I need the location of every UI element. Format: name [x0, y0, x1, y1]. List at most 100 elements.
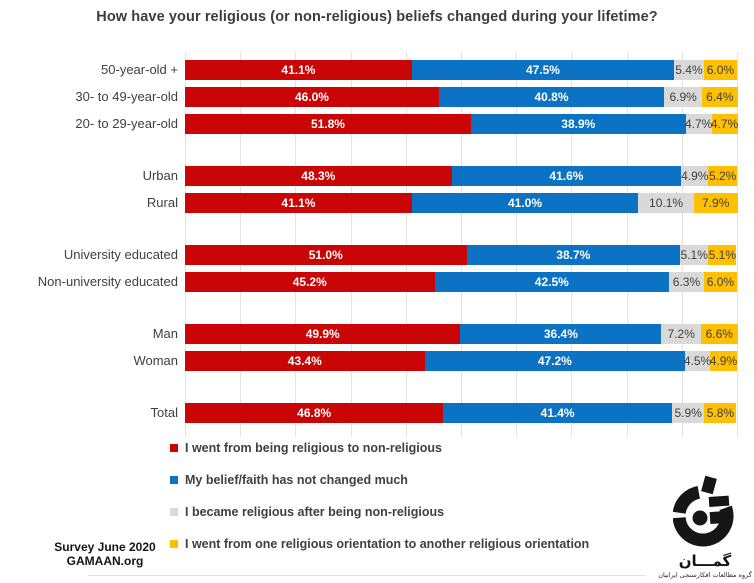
bar-segment: 51.8%	[185, 114, 471, 134]
value-label: 41.0%	[508, 197, 542, 209]
bar-segment: 40.8%	[439, 87, 664, 107]
value-label: 6.0%	[707, 64, 734, 76]
category-label: 30- to 49-year-old	[0, 87, 178, 107]
value-label: 41.6%	[549, 170, 583, 182]
legend-item: I went from being religious to non-relig…	[170, 432, 589, 464]
value-label: 6.4%	[706, 91, 733, 103]
bar-row: 43.4% 47.2% 4.5%4.9%	[185, 351, 737, 371]
legend-label: I went from one religious orientation to…	[185, 537, 589, 551]
value-label: 4.9%	[710, 355, 737, 367]
category-label: 50-year-old +	[0, 60, 178, 80]
bar-row: 45.2% 42.5% 6.3% 6.0%	[185, 272, 737, 292]
value-label: 38.9%	[561, 118, 595, 130]
bar-segment: 6.0%	[704, 272, 737, 292]
category-label: Total	[0, 403, 178, 423]
value-label: 7.9%	[702, 197, 729, 209]
bar-segment: 41.6%	[452, 166, 682, 186]
category-label: 20- to 29-year-old	[0, 114, 178, 134]
value-label: 4.9%	[681, 170, 708, 182]
value-label: 46.8%	[297, 407, 331, 419]
bar-segment: 36.4%	[460, 324, 661, 344]
bar-segment: 7.9%	[694, 193, 738, 213]
category-label: University educated	[0, 245, 178, 265]
value-label: 41.1%	[281, 64, 315, 76]
bar-segment: 4.9%	[710, 351, 737, 371]
value-label: 49.9%	[306, 328, 340, 340]
bar-segment: 45.2%	[185, 272, 435, 292]
value-label: 47.5%	[526, 64, 560, 76]
value-label: 42.5%	[535, 276, 569, 288]
value-label: 4.7%	[685, 118, 712, 130]
value-label: 47.2%	[538, 355, 572, 367]
bar-segment: 41.1%	[185, 193, 412, 213]
bar-segment: 41.4%	[443, 403, 672, 423]
bar-segment: 5.2%	[708, 166, 737, 186]
legend-swatch-icon	[170, 476, 178, 484]
bar-segment: 49.9%	[185, 324, 460, 344]
bar-segment: 4.7%	[712, 114, 738, 134]
bar-segment: 10.1%	[638, 193, 694, 213]
value-label: 4.7%	[711, 118, 738, 130]
bar-segment: 41.0%	[412, 193, 638, 213]
category-label: Urban	[0, 166, 178, 186]
gamaan-logo-icon	[673, 474, 737, 554]
bar-row: 51.0% 38.7% 5.1%5.1%	[185, 245, 736, 265]
survey-chart: How have your religious (or non-religiou…	[0, 0, 754, 583]
chart-title: How have your religious (or non-religiou…	[0, 9, 754, 25]
value-label: 51.0%	[309, 249, 343, 261]
bar-segment: 48.3%	[185, 166, 452, 186]
value-label: 48.3%	[301, 170, 335, 182]
value-label: 7.2%	[668, 328, 695, 340]
bar-segment: 41.1%	[185, 60, 412, 80]
value-label: 6.9%	[669, 91, 696, 103]
bar-row: 48.3% 41.6% 4.9%5.2%	[185, 166, 737, 186]
category-label: Man	[0, 324, 178, 344]
value-label: 46.0%	[295, 91, 329, 103]
bar-segment: 7.2%	[661, 324, 701, 344]
category-label: Non-university educated	[0, 272, 178, 292]
source-note: Survey June 2020 GAMAAN.org	[25, 541, 185, 569]
value-label: 5.9%	[674, 407, 701, 419]
bar-row: 41.1% 41.0% 10.1% 7.9%	[185, 193, 738, 213]
bar-segment: 43.4%	[185, 351, 425, 371]
legend-item: I became religious after being non-relig…	[170, 496, 589, 528]
logo-subtitle: گروه مطالعات افکارسنجی ایرانیان	[657, 571, 753, 579]
value-label: 5.1%	[681, 249, 708, 261]
value-label: 45.2%	[293, 276, 327, 288]
bottom-divider	[88, 575, 645, 576]
legend-item: My belief/faith has not changed much	[170, 464, 589, 496]
bar-row: 49.9% 36.4% 7.2% 6.6%	[185, 324, 738, 344]
bar-segment: 47.2%	[425, 351, 686, 371]
bar-segment: 42.5%	[435, 272, 670, 292]
category-label: Rural	[0, 193, 178, 213]
value-label: 5.2%	[709, 170, 736, 182]
legend-swatch-icon	[170, 444, 178, 452]
bar-row: 51.8% 38.9% 4.7%4.7%	[185, 114, 738, 134]
value-label: 6.0%	[707, 276, 734, 288]
value-label: 6.3%	[673, 276, 700, 288]
bar-segment: 46.0%	[185, 87, 439, 107]
bar-segment: 6.6%	[701, 324, 737, 344]
bar-segment: 38.9%	[471, 114, 686, 134]
bar-segment: 6.0%	[704, 60, 737, 80]
value-label: 10.1%	[649, 197, 683, 209]
value-label: 6.6%	[706, 328, 733, 340]
bar-row: 46.0% 40.8% 6.9% 6.4%	[185, 87, 738, 107]
value-label: 36.4%	[544, 328, 578, 340]
source-note-line2: GAMAAN.org	[25, 555, 185, 569]
value-label: 38.7%	[556, 249, 590, 261]
value-label: 4.5%	[684, 355, 711, 367]
gamaan-logo: گمـــان گروه مطالعات افکارسنجی ایرانیان	[657, 474, 753, 579]
bar-segment: 38.7%	[467, 245, 681, 265]
legend-label: My belief/faith has not changed much	[185, 473, 408, 487]
bar-segment: 4.5%	[685, 351, 710, 371]
source-note-line1: Survey June 2020	[25, 541, 185, 555]
bar-segment: 4.7%	[686, 114, 712, 134]
value-label: 5.8%	[707, 407, 734, 419]
value-label: 40.8%	[534, 91, 568, 103]
legend-swatch-icon	[170, 508, 178, 516]
logo-wordmark: گمـــان	[657, 554, 753, 570]
value-label: 41.1%	[281, 197, 315, 209]
value-label: 41.4%	[541, 407, 575, 419]
bar-segment: 5.1%	[708, 245, 736, 265]
